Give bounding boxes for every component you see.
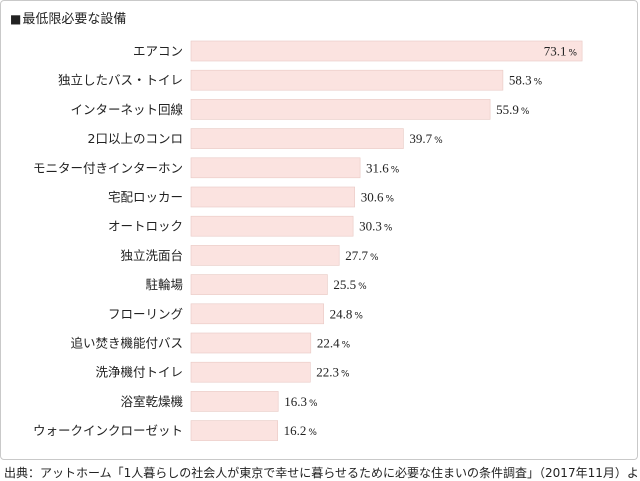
category-label: オートロック <box>108 219 183 234</box>
data-label: 73.1% <box>544 44 578 59</box>
bar <box>190 303 324 325</box>
bar <box>190 157 361 179</box>
category-label: 独立洗面台 <box>120 248 183 263</box>
data-label: 25.5% <box>333 277 367 292</box>
category-label: 2口以上のコンロ <box>88 131 183 146</box>
chart-title: ■最低限必要な設備 <box>10 8 126 27</box>
data-label: 39.7% <box>409 131 443 146</box>
bar <box>190 99 491 120</box>
chart-title-text: 最低限必要な設備 <box>22 12 127 27</box>
source-note: 出典：アットホーム「1人暮らしの社会人が東京で幸せに暮らせるために必要な住まいの… <box>4 466 638 480</box>
bar <box>190 420 278 441</box>
data-label: 22.3% <box>316 365 350 380</box>
data-label: 22.4% <box>317 336 351 351</box>
category-label: 追い焚き機能付バス <box>70 336 183 351</box>
data-label: 55.9% <box>496 102 530 117</box>
chart-frame <box>0 0 638 460</box>
category-label: 洗浄機付トイレ <box>95 365 183 380</box>
bar <box>190 245 340 266</box>
category-label: エアコン <box>133 44 183 59</box>
category-label: 独立したバス・トイレ <box>58 73 183 88</box>
category-label: インターネット回線 <box>70 102 183 117</box>
bar <box>190 391 279 412</box>
bar <box>190 215 354 237</box>
data-label: 58.3% <box>509 73 543 88</box>
bar <box>190 361 311 383</box>
bar <box>190 186 355 208</box>
category-label: モニター付きインターホン <box>33 160 183 175</box>
bar <box>190 128 404 149</box>
bar <box>190 69 504 91</box>
data-label: 16.3% <box>284 394 318 409</box>
category-label: フローリング <box>108 306 183 321</box>
bar <box>190 40 583 62</box>
data-label: 27.7% <box>345 248 379 263</box>
data-label: 30.6% <box>361 190 395 205</box>
data-label: 16.2% <box>284 423 318 438</box>
category-label: ウォークインクローゼット <box>33 423 183 438</box>
category-label: 駐輪場 <box>145 277 183 292</box>
bar-chart: エアコン 73.1 % 独立したバス・トイレ 58.3 % インターネット回線 55.9 % 2口… <box>33 40 583 441</box>
data-label: 24.8% <box>330 306 364 321</box>
data-label: 31.6% <box>366 160 400 175</box>
category-label: 宅配ロッカー <box>108 190 183 205</box>
data-label: 30.3% <box>359 219 393 234</box>
square-bullet-icon: ■ <box>10 12 22 26</box>
bar <box>190 332 312 354</box>
bar <box>190 274 328 295</box>
category-label: 浴室乾燥機 <box>120 394 183 409</box>
